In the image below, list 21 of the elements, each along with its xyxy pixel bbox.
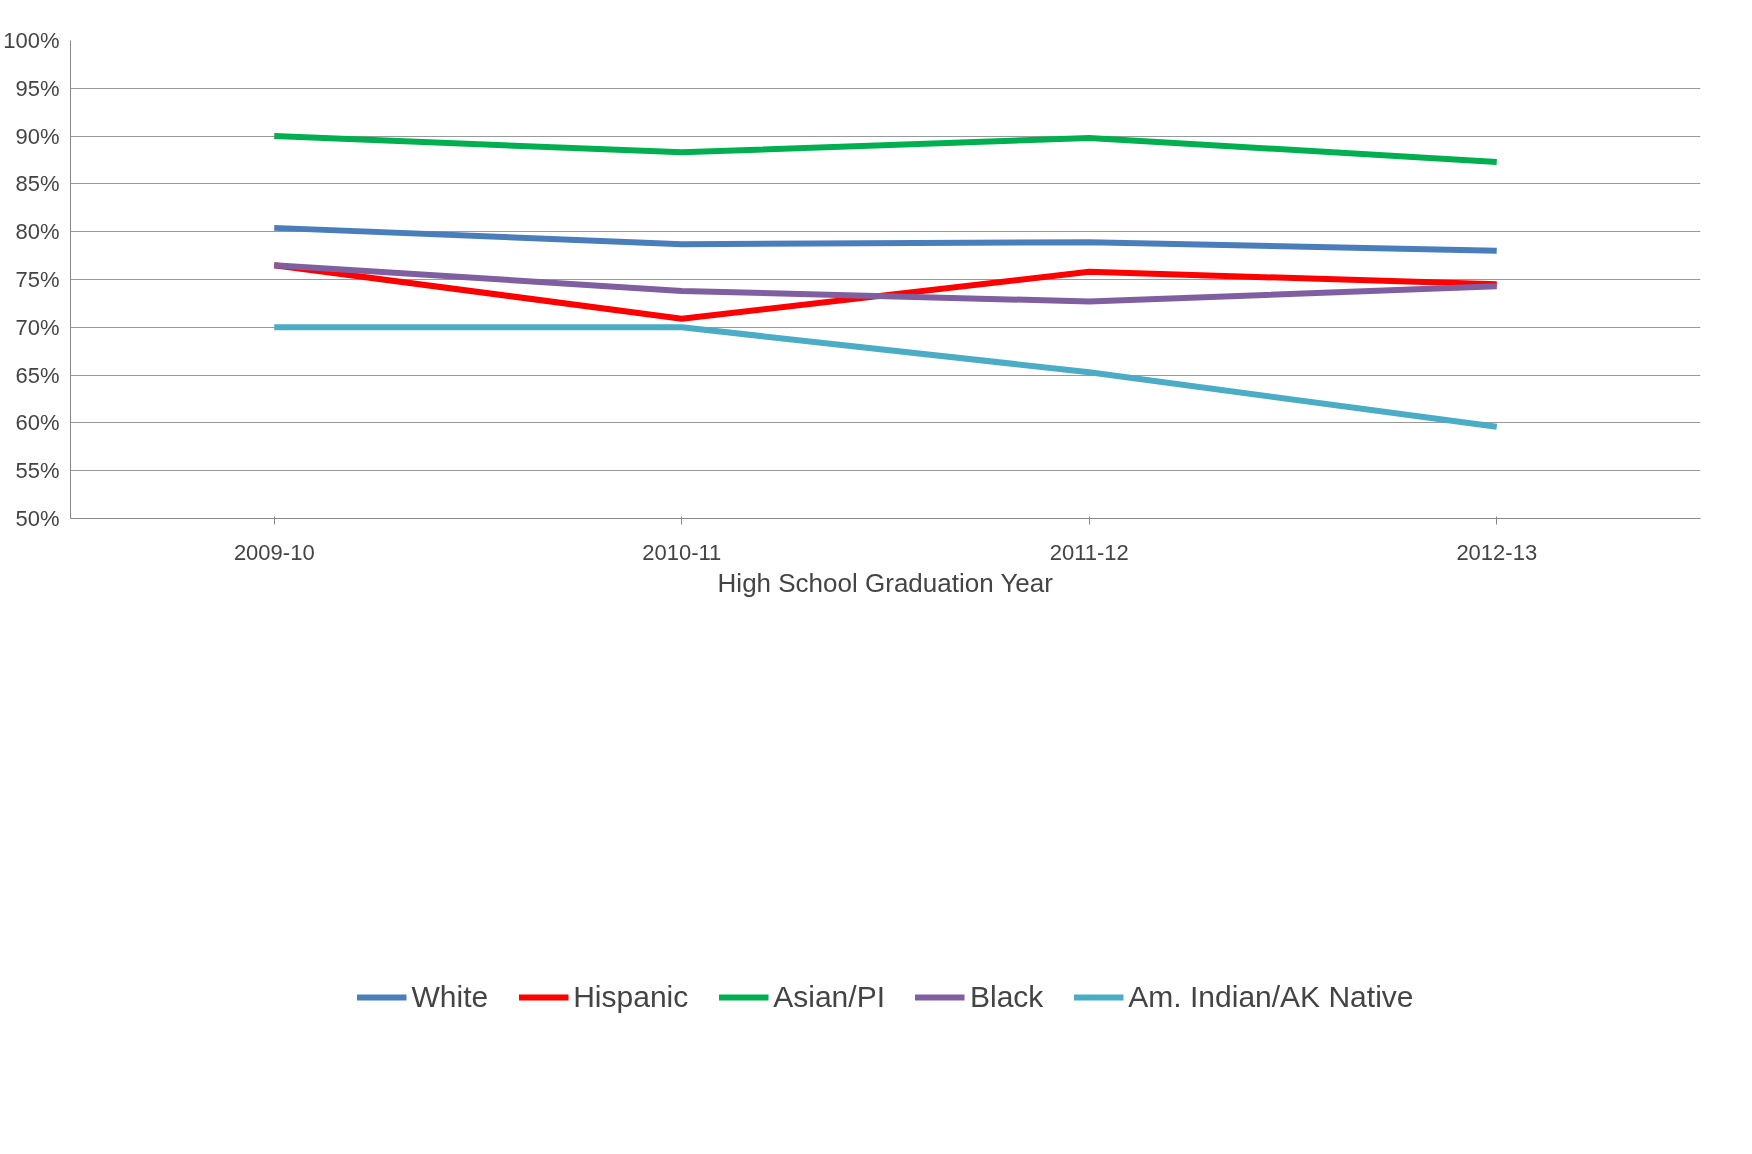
x-tick-label: 2011-12 xyxy=(1049,539,1129,565)
y-tick-label: 60% xyxy=(15,410,60,436)
x-tick-label: 2010-11 xyxy=(642,539,722,565)
y-tick-label: 50% xyxy=(15,506,60,531)
legend-label: Black xyxy=(969,979,1044,1014)
y-tick-label: 55% xyxy=(15,458,60,484)
y-tick-label: 90% xyxy=(15,123,60,149)
legend-label: Hispanic xyxy=(573,979,689,1014)
y-tick-label: 100% xyxy=(3,28,60,53)
x-tick-label: 2012-13 xyxy=(1456,539,1538,565)
x-axis-title: High School Graduation Year xyxy=(717,567,1054,598)
y-tick-label: 65% xyxy=(15,362,60,388)
y-tick-label: 95% xyxy=(15,75,60,101)
legend-label: Am. Indian/AK Native xyxy=(1128,979,1414,1014)
legend-label: White xyxy=(411,979,489,1014)
legend-label: Asian/PI xyxy=(773,979,885,1014)
y-tick-label: 75% xyxy=(15,267,60,292)
y-tick-label: 70% xyxy=(15,314,60,340)
x-tick-label: 2009-10 xyxy=(233,539,315,565)
y-tick-label: 80% xyxy=(15,219,60,245)
y-tick-label: 85% xyxy=(15,171,60,197)
